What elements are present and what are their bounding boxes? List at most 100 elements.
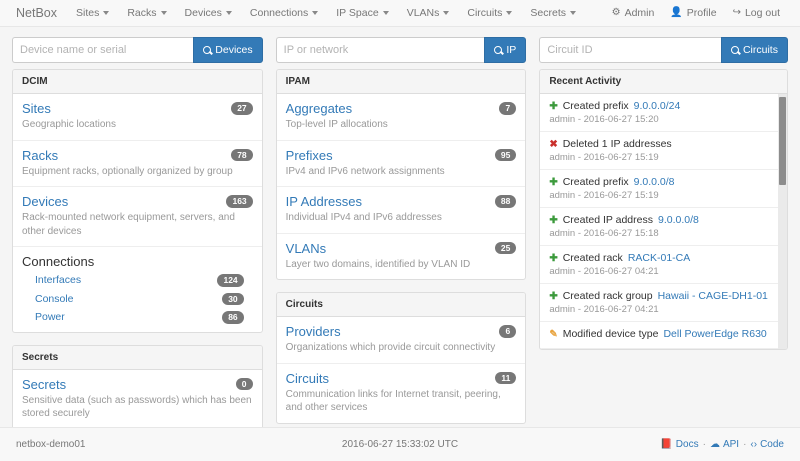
link-prefixes[interactable]: Prefixes xyxy=(285,147,333,163)
badge-racks-count: 78 xyxy=(231,148,253,162)
activity-scrollbar-track[interactable] xyxy=(777,94,787,349)
badge-devices-count: 163 xyxy=(226,195,253,208)
nav-item-devices[interactable]: Devices xyxy=(176,7,241,19)
column-activity: Recent Activity ✚ Created prefix 9.0.0.0… xyxy=(539,69,788,362)
dashboard-columns: DCIM Sites 27 Geographic locations Racks… xyxy=(0,69,800,442)
badge-ip-addresses-count: 88 xyxy=(494,195,517,208)
activity-meta: admin - 2016-06-27 15:18 xyxy=(549,228,659,239)
activity-action: Modified device type xyxy=(562,328,659,340)
book-icon: 📕 xyxy=(660,439,673,450)
footer-link-api-label: API xyxy=(722,439,740,450)
activity-action: Created prefix xyxy=(562,100,629,112)
activity-scrollbar-thumb[interactable] xyxy=(778,97,786,185)
link-ip-addresses[interactable]: IP Addresses xyxy=(285,194,363,209)
panel-activity-title: Recent Activity xyxy=(540,70,787,94)
device-search-input[interactable] xyxy=(12,37,194,63)
activity-object-link[interactable]: 9.0.0.0/24 xyxy=(633,100,681,112)
chevron-down-icon xyxy=(103,11,110,15)
footer-link-code[interactable]: ‹› Code xyxy=(750,439,784,450)
search-row: Devices IP Circuits xyxy=(0,27,800,69)
link-power[interactable]: Power xyxy=(35,311,65,324)
activity-object-link[interactable]: Dell PowerEdge R630 xyxy=(663,328,767,340)
activity-object-link[interactable]: Hawaii - CAGE-DH1-01 xyxy=(657,290,768,302)
pencil-icon: ✎ xyxy=(549,329,558,340)
circuit-search-input[interactable] xyxy=(539,37,721,63)
link-racks[interactable]: Racks xyxy=(22,147,59,163)
link-devices[interactable]: Devices xyxy=(22,194,69,209)
link-interfaces[interactable]: Interfaces xyxy=(35,274,82,287)
badge-secrets-count: 0 xyxy=(235,377,253,391)
link-console[interactable]: Console xyxy=(35,292,74,305)
activity-action: Created prefix xyxy=(562,176,629,188)
link-sites[interactable]: Sites xyxy=(22,101,51,116)
chevron-down-icon xyxy=(382,11,389,15)
ip-search-input[interactable] xyxy=(275,37,485,63)
footer-separator: · xyxy=(702,439,706,450)
desc-ip-addresses: Individual IPv4 and IPv6 addresses xyxy=(285,212,442,223)
activity-meta: admin - 2016-06-27 15:19 xyxy=(549,152,659,163)
nav-item-connections[interactable]: Connections xyxy=(241,7,327,19)
activity-item: ✚ Created rack RACK-01-CA admin - 2016-0… xyxy=(540,246,787,284)
nav-item-secrets[interactable]: Secrets xyxy=(521,7,585,19)
desc-secrets: Sensitive data (such as passwords) which… xyxy=(22,394,252,420)
stat-row-circuits: Circuits 11 Communication links for Inte… xyxy=(277,364,526,423)
circuit-search-group: Circuits xyxy=(539,37,788,63)
activity-object-link[interactable]: 9.0.0.0/8 xyxy=(633,176,675,188)
brand-netbox[interactable]: NetBox xyxy=(16,6,57,20)
stat-row-connections: Connections Interfaces 124 Console 30 Po… xyxy=(13,247,262,332)
stat-row-vlans: VLANs 25 Layer two domains, identified b… xyxy=(277,234,526,280)
search-icon xyxy=(494,46,503,54)
link-aggregates[interactable]: Aggregates xyxy=(285,101,353,116)
ip-search-button[interactable]: IP xyxy=(484,37,527,63)
badge-interfaces-count: 124 xyxy=(217,274,244,287)
link-vlans[interactable]: VLANs xyxy=(285,240,327,256)
panel-circuits-title: Circuits xyxy=(276,293,526,317)
activity-object-link[interactable]: 9.0.0.0/8 xyxy=(657,214,699,226)
nav-item-racks[interactable]: Racks xyxy=(118,7,175,19)
nav-item-ip-space[interactable]: IP Space xyxy=(327,7,397,19)
device-search-button[interactable]: Devices xyxy=(193,37,263,63)
nav-item-label: Secrets xyxy=(530,7,566,19)
nav-item-circuits[interactable]: Circuits xyxy=(458,7,521,19)
user-icon: 👤 xyxy=(670,7,683,18)
nav-item-label: Devices xyxy=(184,7,222,19)
code-icon: ‹› xyxy=(750,439,758,450)
panel-ipam-body: Aggregates 7 Top-level IP allocations Pr… xyxy=(276,94,526,280)
stat-row-providers: Providers 6 Organizations which provide … xyxy=(276,317,526,364)
link-circuits[interactable]: Circuits xyxy=(285,370,329,386)
nav-item-admin[interactable]: ⚙ Admin xyxy=(604,7,663,19)
cloud-icon: ☁ xyxy=(709,439,720,450)
stat-row-secrets: Secrets 0 Sensitive data (such as passwo… xyxy=(13,370,262,429)
device-search-group: Devices xyxy=(12,37,263,63)
panel-secrets-title: Secrets xyxy=(13,345,262,370)
nav-item-profile[interactable]: 👤 Profile xyxy=(662,7,724,19)
plus-icon: ✚ xyxy=(549,253,558,264)
nav-item-sites[interactable]: Sites xyxy=(67,7,118,19)
desc-vlans: Layer two domains, identified by VLAN ID xyxy=(285,258,471,270)
footer-link-api[interactable]: ☁ API xyxy=(710,439,739,450)
footer-link-docs[interactable]: 📕 Docs xyxy=(660,439,698,450)
nav-items: Sites Racks Devices Connections IP Space… xyxy=(67,7,585,19)
activity-item: ✚ Created rack group Hawaii - CAGE-DH1-0… xyxy=(540,284,787,322)
conn-row-interfaces: Interfaces 124 xyxy=(22,271,253,290)
link-secrets[interactable]: Secrets xyxy=(22,376,67,392)
panel-ipam-title: IPAM xyxy=(276,70,526,94)
panel-secrets-body: Secrets 0 Sensitive data (such as passwo… xyxy=(13,370,262,429)
stat-row-ip-addresses: IP Addresses 88 Individual IPv4 and IPv6… xyxy=(276,187,526,234)
activity-object-link[interactable]: RACK-01-CA xyxy=(627,252,691,264)
nav-item-vlans[interactable]: VLANs xyxy=(398,7,459,19)
link-providers[interactable]: Providers xyxy=(285,324,341,339)
circuit-search-button[interactable]: Circuits xyxy=(720,37,788,63)
nav-item-label: VLANs xyxy=(406,7,440,19)
nav-item-logout[interactable]: ↪ Log out xyxy=(725,7,788,19)
badge-prefixes-count: 95 xyxy=(494,148,517,162)
nav-item-label: Log out xyxy=(744,7,780,19)
panel-dcim-body: Sites 27 Geographic locations Racks 78 E… xyxy=(13,94,262,332)
gear-icon: ⚙ xyxy=(611,7,621,18)
stat-row-devices: Devices 163 Rack-mounted network equipme… xyxy=(13,187,262,247)
nav-item-label: Sites xyxy=(76,7,100,19)
conn-row-power: Power 86 xyxy=(22,308,253,324)
activity-scroll-area[interactable]: ✚ Created prefix 9.0.0.0/24 admin - 2016… xyxy=(540,94,787,349)
stat-row-racks: Racks 78 Equipment racks, optionally org… xyxy=(13,141,262,187)
activity-meta: admin - 2016-06-27 04:21 xyxy=(549,266,659,277)
